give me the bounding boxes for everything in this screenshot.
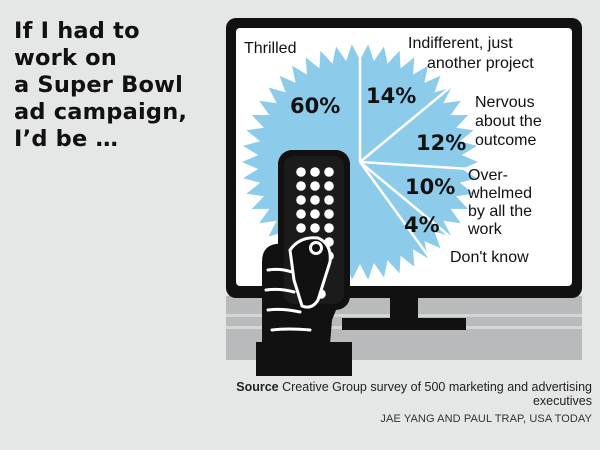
hand-remote-illustration — [256, 150, 352, 376]
remote-button — [310, 181, 320, 191]
headline-line: If I had to — [14, 18, 140, 44]
sleeve — [256, 342, 352, 376]
thumb — [288, 236, 332, 309]
slice-label-overwhelmed: Over- — [468, 167, 508, 184]
slice-label-nervous: outcome — [475, 132, 536, 149]
slice-label-overwhelmed: whelmed — [467, 185, 532, 202]
remote-button — [324, 167, 334, 177]
credit-line: JAE YANG AND PAUL TRAP, USA TODAY — [380, 413, 592, 425]
slice-label-indifferent: Indifferent, just — [408, 35, 513, 52]
remote-button — [310, 195, 320, 205]
remote-button — [324, 209, 334, 219]
value-label-indifferent: 14% — [366, 84, 416, 108]
pie-divider — [358, 161, 433, 262]
remote-button — [296, 167, 306, 177]
headline-line: ad campaign, — [14, 99, 188, 125]
source-label: Source — [236, 380, 279, 394]
value-label-thrilled: 60% — [290, 94, 340, 118]
remote-button — [296, 223, 306, 233]
slice-label-indifferent: another project — [427, 55, 534, 72]
remote-button — [310, 167, 320, 177]
headline-line: I’d be … — [14, 126, 119, 152]
remote-button — [310, 223, 320, 233]
thumb-nail-inner — [312, 244, 320, 252]
remote-button — [296, 181, 306, 191]
source-text: Creative Group survey of 500 marketing a… — [282, 380, 592, 408]
slice-label-overwhelmed: by all the — [468, 203, 532, 220]
slice-label-thrilled: Thrilled — [244, 40, 296, 57]
remote-button — [310, 209, 320, 219]
remote-button — [324, 181, 334, 191]
pie-divider — [359, 160, 482, 171]
slice-label-dont-know: Don't know — [450, 249, 529, 266]
remote-button — [296, 195, 306, 205]
tv-stand-base — [342, 318, 466, 330]
headline-line: a Super Bowl — [14, 72, 184, 98]
remote-button — [296, 209, 306, 219]
source-note: Source Creative Group survey of 500 mark… — [236, 380, 592, 408]
headline: If I had to work on a Super Bowl ad camp… — [14, 18, 214, 153]
value-label-nervous: 12% — [416, 131, 466, 155]
remote-button — [324, 195, 334, 205]
value-label-dont-know: 4% — [404, 213, 440, 237]
slice-label-nervous: Nervous — [475, 94, 535, 111]
remote-button — [324, 223, 334, 233]
slice-label-overwhelmed: work — [467, 221, 503, 238]
slice-label-nervous: about the — [475, 113, 542, 130]
finger-lines — [264, 267, 312, 332]
pie-divider — [359, 161, 455, 241]
pie-divider — [359, 83, 455, 163]
headline-line: work on — [14, 45, 118, 71]
value-label-overwhelmed: 10% — [405, 175, 455, 199]
